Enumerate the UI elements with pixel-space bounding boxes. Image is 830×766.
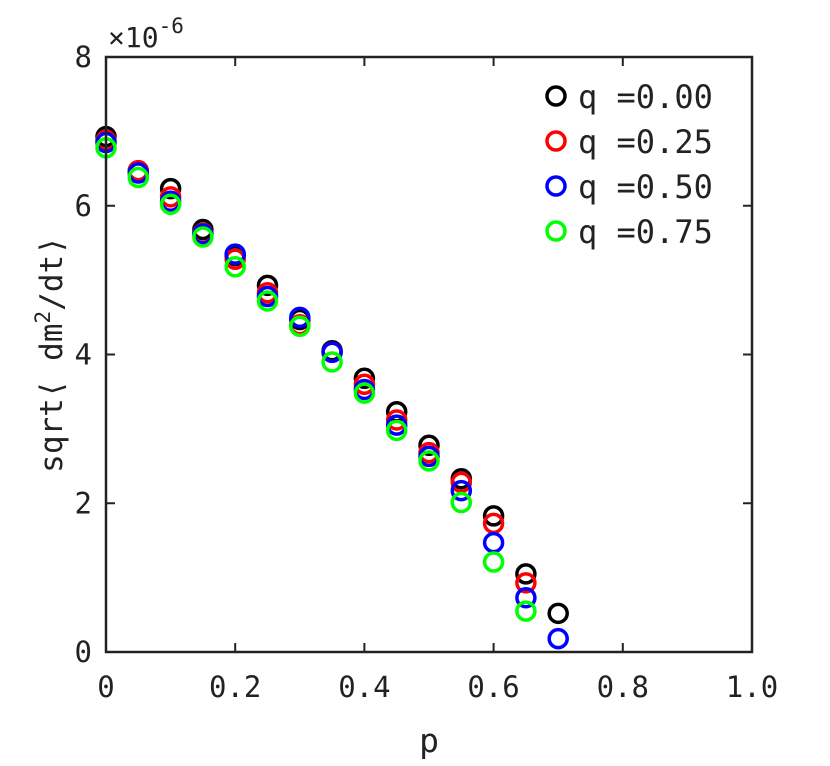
data-point bbox=[482, 505, 505, 527]
x-tick-label: 1.0 bbox=[726, 670, 778, 704]
data-point bbox=[321, 351, 343, 373]
y-axis-label-prefix: sqrt⟨ dm bbox=[34, 324, 70, 473]
data-point bbox=[418, 450, 440, 472]
data-point bbox=[159, 193, 182, 216]
x-tick-label: 0 bbox=[97, 670, 114, 704]
legend-marker bbox=[545, 220, 567, 242]
y-tick-label: 2 bbox=[75, 486, 92, 520]
data-point bbox=[353, 367, 376, 390]
legend-marker bbox=[545, 175, 567, 197]
data-point bbox=[353, 382, 376, 404]
y-axis-label-superscript: 2 bbox=[31, 311, 55, 324]
y-axis-label: sqrt⟨ dm2/dt⟩ bbox=[31, 236, 70, 473]
legend-marker bbox=[545, 85, 567, 107]
chart-axes: 0 0.2 0.4 0.6 0.8 1.0 0 2 4 6 8 p sqrt⟨ dm2/dt⟩ ×… bbox=[31, 14, 778, 760]
x-tick-label: 0.8 bbox=[597, 670, 649, 704]
x-tick-label: 0.4 bbox=[338, 670, 390, 704]
data-point bbox=[450, 479, 473, 502]
data-point bbox=[385, 419, 408, 442]
x-tick-label: 0.2 bbox=[209, 670, 261, 704]
data-point bbox=[256, 290, 279, 312]
y-tick-label: 8 bbox=[75, 40, 92, 74]
data-point bbox=[224, 255, 246, 278]
y-axis-exponent: ×10-6 bbox=[108, 14, 184, 54]
data-point bbox=[515, 563, 537, 585]
data-point bbox=[289, 315, 311, 337]
y-axis-exponent-base: ×10 bbox=[108, 21, 159, 54]
data-point bbox=[321, 341, 343, 364]
legend-label: q =0.75 bbox=[578, 213, 713, 251]
legend-label: q =0.00 bbox=[578, 78, 713, 116]
chart-legend: q =0.00 q =0.25 q =0.50 q =0.75 bbox=[545, 78, 713, 251]
y-tick-label: 4 bbox=[75, 338, 92, 372]
x-axis-label: p bbox=[419, 721, 439, 760]
data-point bbox=[224, 243, 246, 265]
y-tick-label: 6 bbox=[75, 189, 92, 223]
y-axis-ticks: 0 2 4 6 8 bbox=[75, 40, 752, 669]
data-point bbox=[515, 586, 537, 609]
data-point bbox=[127, 166, 150, 189]
x-axis-ticks: 0 0.2 0.4 0.6 0.8 1.0 bbox=[97, 57, 778, 704]
data-point bbox=[450, 491, 473, 514]
x-tick-label: 0.6 bbox=[467, 670, 519, 704]
legend-label: q =0.25 bbox=[578, 123, 713, 161]
y-axis-exponent-power: -6 bbox=[159, 14, 184, 38]
legend-label: q =0.50 bbox=[578, 168, 713, 206]
data-point bbox=[256, 274, 279, 297]
y-tick-label: 0 bbox=[75, 635, 92, 669]
y-axis-label-suffix: /dt⟩ bbox=[34, 236, 70, 311]
data-point bbox=[547, 602, 569, 625]
data-point bbox=[515, 572, 537, 594]
data-point bbox=[482, 531, 505, 554]
data-point bbox=[547, 627, 569, 650]
chart-marks bbox=[95, 125, 569, 650]
data-point bbox=[450, 471, 473, 494]
data-point bbox=[418, 434, 440, 456]
data-point bbox=[159, 177, 182, 200]
data-point bbox=[192, 226, 214, 248]
legend-marker bbox=[545, 130, 567, 152]
data-point bbox=[482, 551, 505, 573]
data-point bbox=[515, 600, 537, 622]
data-point bbox=[289, 306, 311, 329]
